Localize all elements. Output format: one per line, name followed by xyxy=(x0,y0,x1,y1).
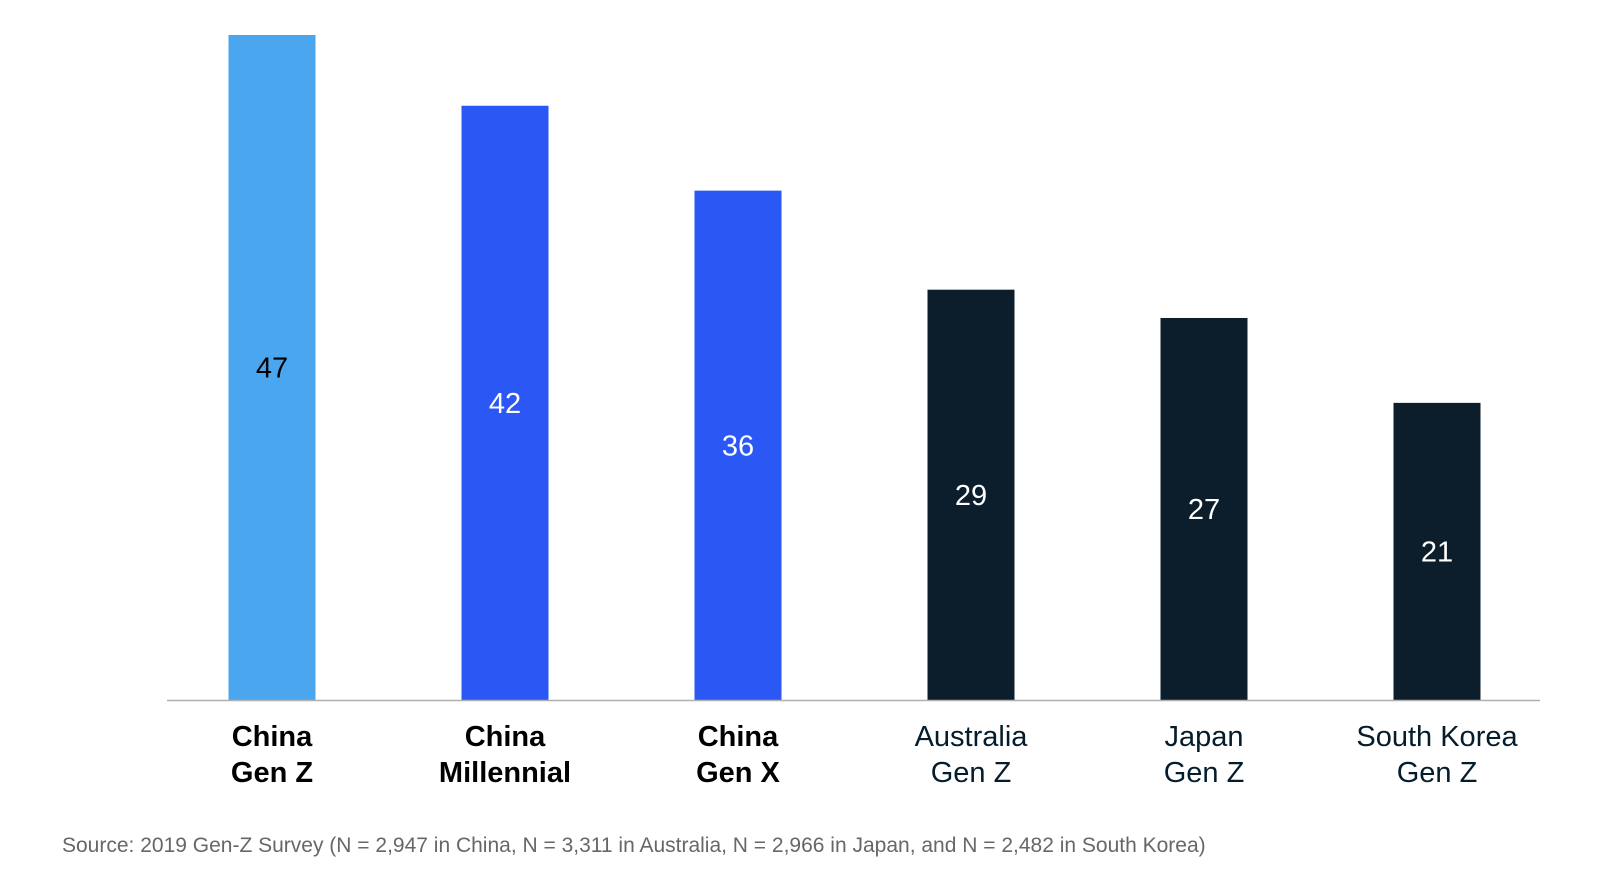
bar-value-label-4: 27 xyxy=(1188,494,1220,526)
x-tick-label-1-line-1: Millennial xyxy=(439,757,571,789)
x-tick-label-4-line-0: Japan xyxy=(1164,721,1243,753)
bar-value-label-1: 42 xyxy=(489,388,521,420)
tick-labels-layer: China Gen Z China Millennial China Gen X Austr… xyxy=(231,721,1519,789)
x-tick-label-4-line-1: Gen Z xyxy=(1164,757,1245,789)
bar-value-label-0: 47 xyxy=(256,353,288,385)
bar-value-label-3: 29 xyxy=(955,480,987,512)
x-tick-label-5-line-1: Gen Z xyxy=(1397,757,1478,789)
bar-4 xyxy=(1160,317,1248,700)
bar-0 xyxy=(228,35,316,700)
bar-2 xyxy=(694,190,782,700)
x-tick-label-3-line-1: Gen Z xyxy=(931,757,1012,789)
x-tick-label-2-line-0: China xyxy=(698,721,779,753)
x-tick-label-3-line-0: Australia xyxy=(915,721,1029,753)
bar-5 xyxy=(1393,402,1481,700)
x-tick-label-1-line-0: China xyxy=(465,721,546,753)
bar-1 xyxy=(461,105,549,700)
x-tick-label-0-line-1: Gen Z xyxy=(231,757,313,789)
bars-layer: 47 42 36 29 27 21 xyxy=(228,35,1481,700)
bar-3 xyxy=(927,289,1015,700)
x-tick-label-5-line-0: South Korea xyxy=(1356,721,1518,753)
x-tick-label-0-line-0: China xyxy=(232,721,313,753)
x-tick-label-2-line-1: Gen X xyxy=(696,757,780,789)
source-note: Source: 2019 Gen-Z Survey (N = 2,947 in … xyxy=(62,834,1206,857)
bar-value-label-5: 21 xyxy=(1421,536,1453,568)
bar-value-label-2: 36 xyxy=(722,430,754,462)
